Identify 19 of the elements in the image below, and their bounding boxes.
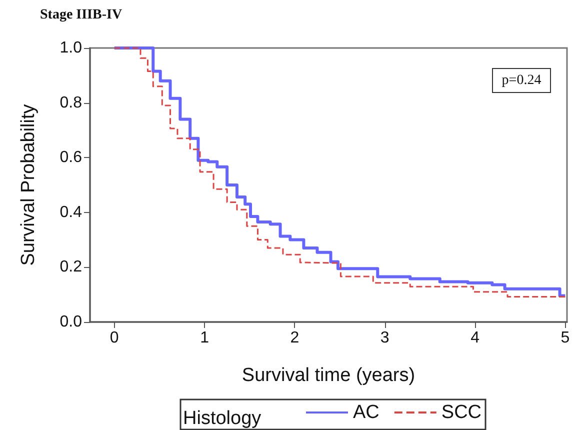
- x-tick-label: 0: [110, 330, 119, 346]
- annotation: p=0.24: [502, 73, 542, 88]
- x-tick-label: 1: [200, 330, 210, 346]
- y-tick-label: 0.8: [60, 94, 82, 112]
- legend-label: AC: [353, 402, 380, 423]
- legend-label: SCC: [441, 402, 482, 423]
- y-tick-label: 0.2: [60, 258, 82, 276]
- x-tick-label: 2: [290, 330, 300, 346]
- x-tick-label: 5: [560, 330, 570, 346]
- x-tick-label: 3: [380, 330, 390, 346]
- x-axis-title: Survival time (years): [242, 365, 416, 386]
- x-tick-label: 4: [470, 330, 480, 346]
- chart-title: Stage IIIB-IV: [40, 8, 122, 22]
- y-tick-label: 0.6: [60, 149, 82, 166]
- y-tick-label: 1.0: [60, 40, 82, 56]
- y-tick-label: 0.0: [60, 314, 82, 330]
- y-tick-label: 0.4: [60, 204, 82, 221]
- legend-title: Histology: [183, 408, 262, 429]
- y-axis-title: Survival Probability: [18, 104, 39, 266]
